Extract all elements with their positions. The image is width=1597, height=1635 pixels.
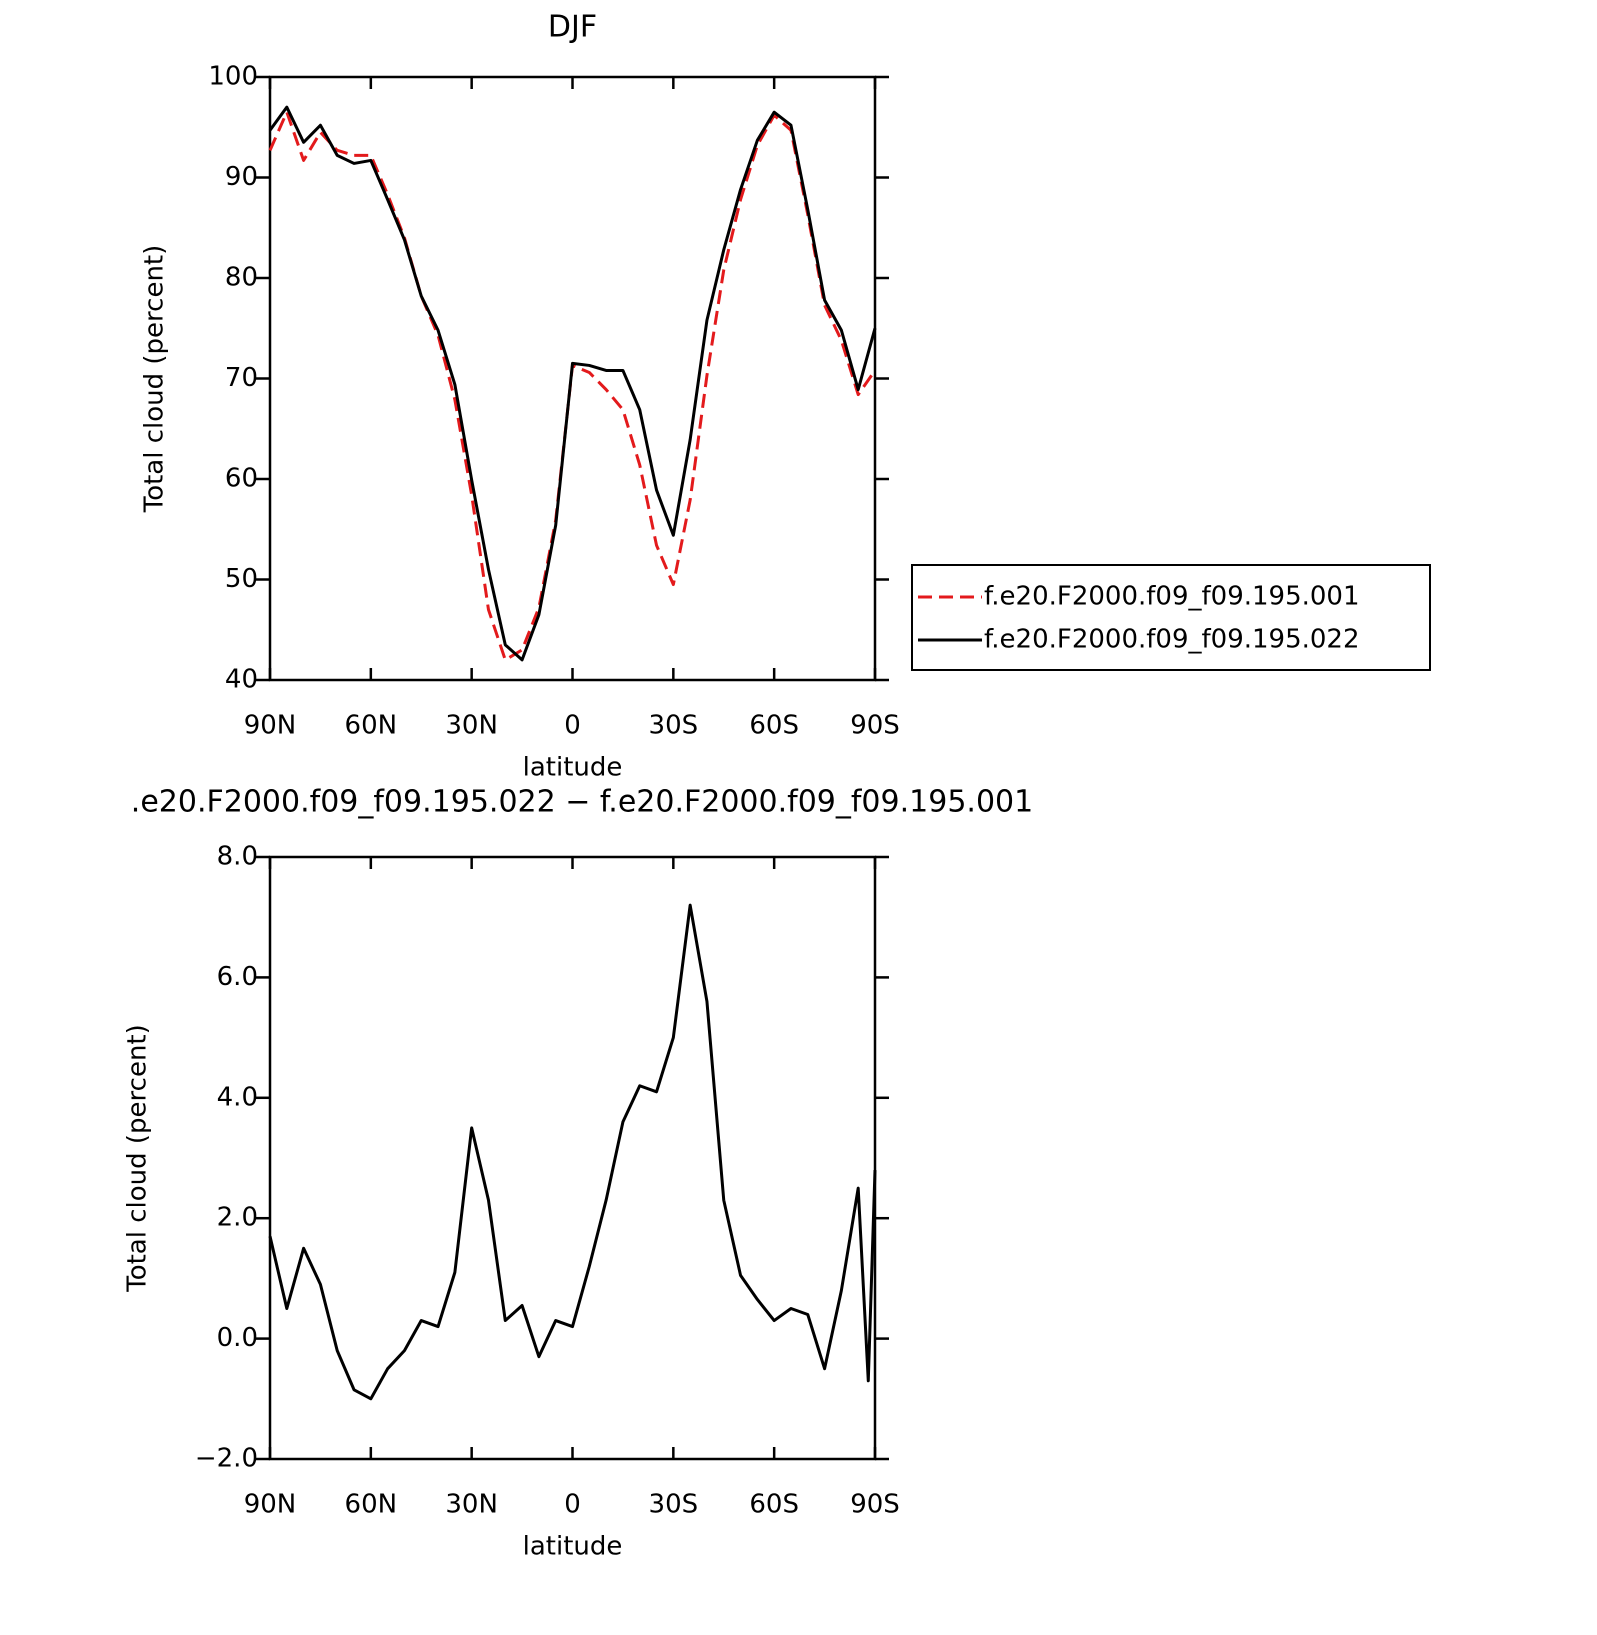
x-axis-label: latitude [523,1532,623,1562]
y-tick-label: 4.0 [217,1082,258,1112]
series-line [268,110,877,662]
legend-label: f.e20.F2000.f09_f09.195.022 [984,625,1360,655]
y-tick-label: 50 [225,564,258,594]
x-tick-label: 0 [564,1490,581,1520]
x-tick-label: 60N [345,1490,398,1520]
x-tick-label: 0 [564,711,581,741]
legend-label: f.e20.F2000.f09_f09.195.001 [984,582,1360,612]
plot-frame [268,75,877,682]
x-tick-label: 60S [749,711,799,741]
x-tick-label: 90S [850,1490,900,1520]
y-tick-label: 90 [225,162,258,192]
series-line [268,105,877,662]
y-tick-label: 0.0 [217,1323,258,1353]
series-line [268,903,877,1401]
y-axis-label: Total cloud (percent) [123,1024,153,1293]
y-tick-label: 2.0 [217,1203,258,1233]
x-tick-label: 60N [345,711,398,741]
y-tick-label: 6.0 [217,962,258,992]
x-tick-label: 90N [244,711,297,741]
x-tick-label: 30S [649,1490,699,1520]
y-tick-label: 80 [225,263,258,293]
y-tick-label: −2.0 [195,1444,258,1474]
x-tick-label: 30N [445,711,498,741]
x-tick-label: 30S [649,711,699,741]
y-tick-label: 60 [225,464,258,494]
chart-title: DJF [548,10,597,45]
legend-box [911,564,1431,671]
x-tick-label: 90N [244,1490,297,1520]
x-tick-label: 60S [749,1490,799,1520]
y-tick-label: 8.0 [217,842,258,872]
x-tick-label: 90S [850,711,900,741]
plot-frame [268,855,877,1461]
x-axis-label: latitude [523,753,623,783]
y-tick-label: 40 [225,665,258,695]
y-axis-label: Total cloud (percent) [140,245,170,514]
y-tick-label: 100 [208,62,258,92]
y-tick-label: 70 [225,363,258,393]
chart-title: .e20.F2000.f09_f09.195.022 − f.e20.F2000… [131,785,1033,820]
x-tick-label: 30N [445,1490,498,1520]
